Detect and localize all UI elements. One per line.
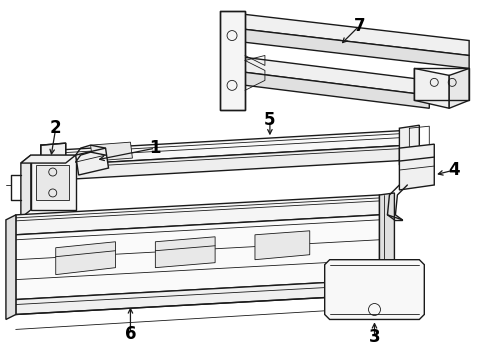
Polygon shape xyxy=(325,260,424,319)
Polygon shape xyxy=(379,193,394,280)
Polygon shape xyxy=(230,71,429,108)
Polygon shape xyxy=(399,144,434,161)
Polygon shape xyxy=(399,125,419,165)
Text: 5: 5 xyxy=(264,111,276,129)
Polygon shape xyxy=(21,155,75,163)
Polygon shape xyxy=(155,237,215,268)
Polygon shape xyxy=(56,145,409,180)
Polygon shape xyxy=(230,28,469,68)
Polygon shape xyxy=(16,280,379,315)
Polygon shape xyxy=(220,11,245,110)
Polygon shape xyxy=(6,215,16,319)
Text: 2: 2 xyxy=(50,119,62,137)
Polygon shape xyxy=(31,155,75,210)
Polygon shape xyxy=(449,68,469,108)
Text: 3: 3 xyxy=(368,328,380,346)
Polygon shape xyxy=(56,130,409,165)
Text: 4: 4 xyxy=(448,161,460,179)
Text: 1: 1 xyxy=(149,139,161,157)
Polygon shape xyxy=(91,142,132,161)
Polygon shape xyxy=(21,155,31,218)
Polygon shape xyxy=(16,195,379,235)
Polygon shape xyxy=(255,231,310,260)
Polygon shape xyxy=(399,156,434,190)
Text: 6: 6 xyxy=(124,325,136,343)
Polygon shape xyxy=(230,13,469,55)
Polygon shape xyxy=(75,148,108,175)
Text: 7: 7 xyxy=(354,17,366,35)
Polygon shape xyxy=(56,242,116,275)
Polygon shape xyxy=(415,68,449,108)
Polygon shape xyxy=(41,143,66,185)
Polygon shape xyxy=(16,215,379,300)
Polygon shape xyxy=(230,55,429,95)
Polygon shape xyxy=(36,165,69,200)
